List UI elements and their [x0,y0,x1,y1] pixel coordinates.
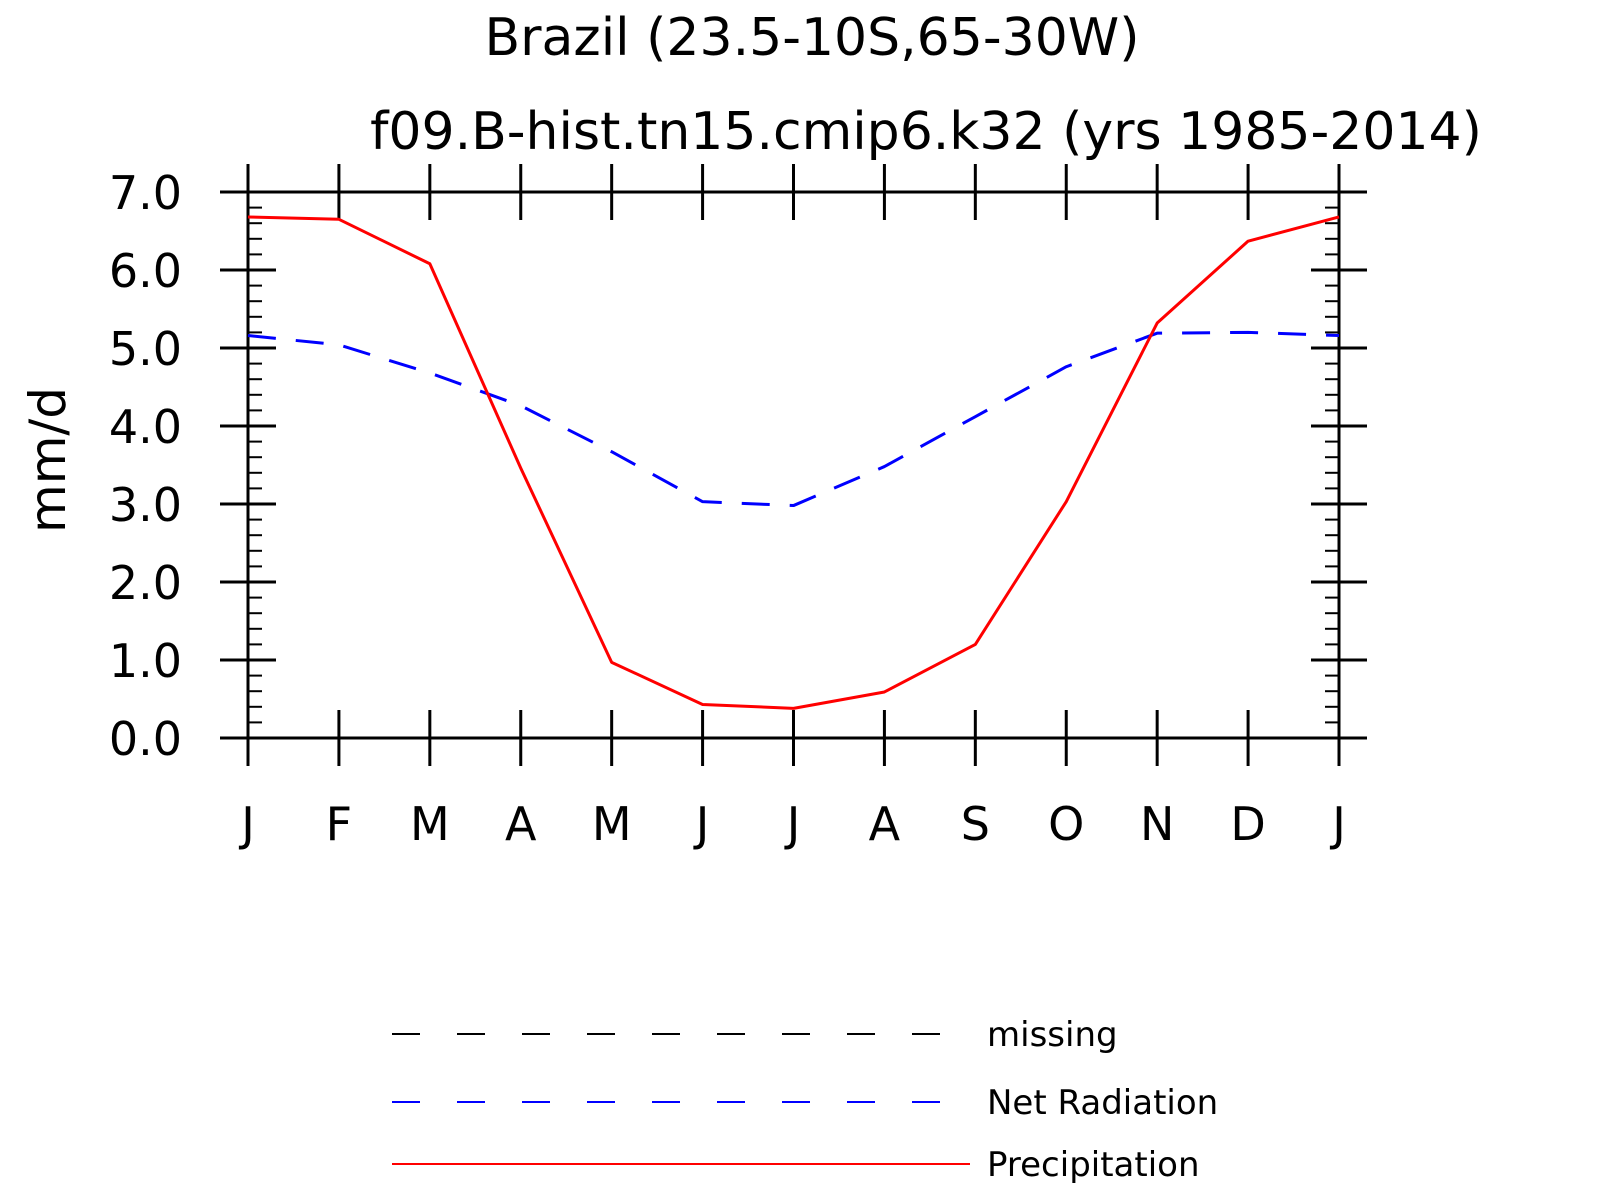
y-tick-label: 7.0 [109,166,182,220]
legend-label-net-radiation: Net Radiation [987,1083,1218,1123]
y-tick-label: 5.0 [109,322,182,376]
axis-ticks [220,164,1367,766]
x-tick-label: A [869,797,901,851]
legend-label-missing: missing [987,1015,1118,1055]
series-line-net-radiation [247,330,1340,508]
legend-label-precipitation: Precipitation [987,1145,1200,1185]
x-tick-label: J [1329,797,1346,851]
x-tick-label: J [784,797,801,851]
series-layer [247,215,1340,710]
legend: missing Net Radiation Precipitation [392,1015,1218,1185]
x-tick-label: N [1140,797,1174,851]
x-tick-label: J [693,797,710,851]
chart-subtitle: f09.B-hist.tn15.cmip6.k32 (yrs 1985-2014… [370,102,1482,162]
x-tick-label: D [1230,797,1265,851]
y-tick-label: 6.0 [109,244,182,298]
y-tick-label: 3.0 [109,478,182,532]
y-axis-label: mm/d [19,387,77,533]
x-tick-label: O [1048,797,1084,851]
series-line-precipitation [247,215,1340,710]
y-tick-label: 0.0 [109,712,182,766]
x-tick-label: F [326,797,352,851]
x-tick-label: S [961,797,990,851]
x-tick-label: J [238,797,255,851]
x-tick-label: A [505,797,537,851]
y-tick-label: 4.0 [109,400,182,454]
x-tick-label: M [410,797,450,851]
chart-title: Brazil (23.5-10S,65-30W) [485,8,1140,68]
y-tick-labels: 0.0 1.0 2.0 3.0 4.0 5.0 6.0 7.0 [109,166,182,766]
plot-frame [246,190,1341,740]
y-tick-label: 2.0 [109,556,182,610]
x-tick-label: M [592,797,632,851]
y-tick-label: 1.0 [109,634,182,688]
